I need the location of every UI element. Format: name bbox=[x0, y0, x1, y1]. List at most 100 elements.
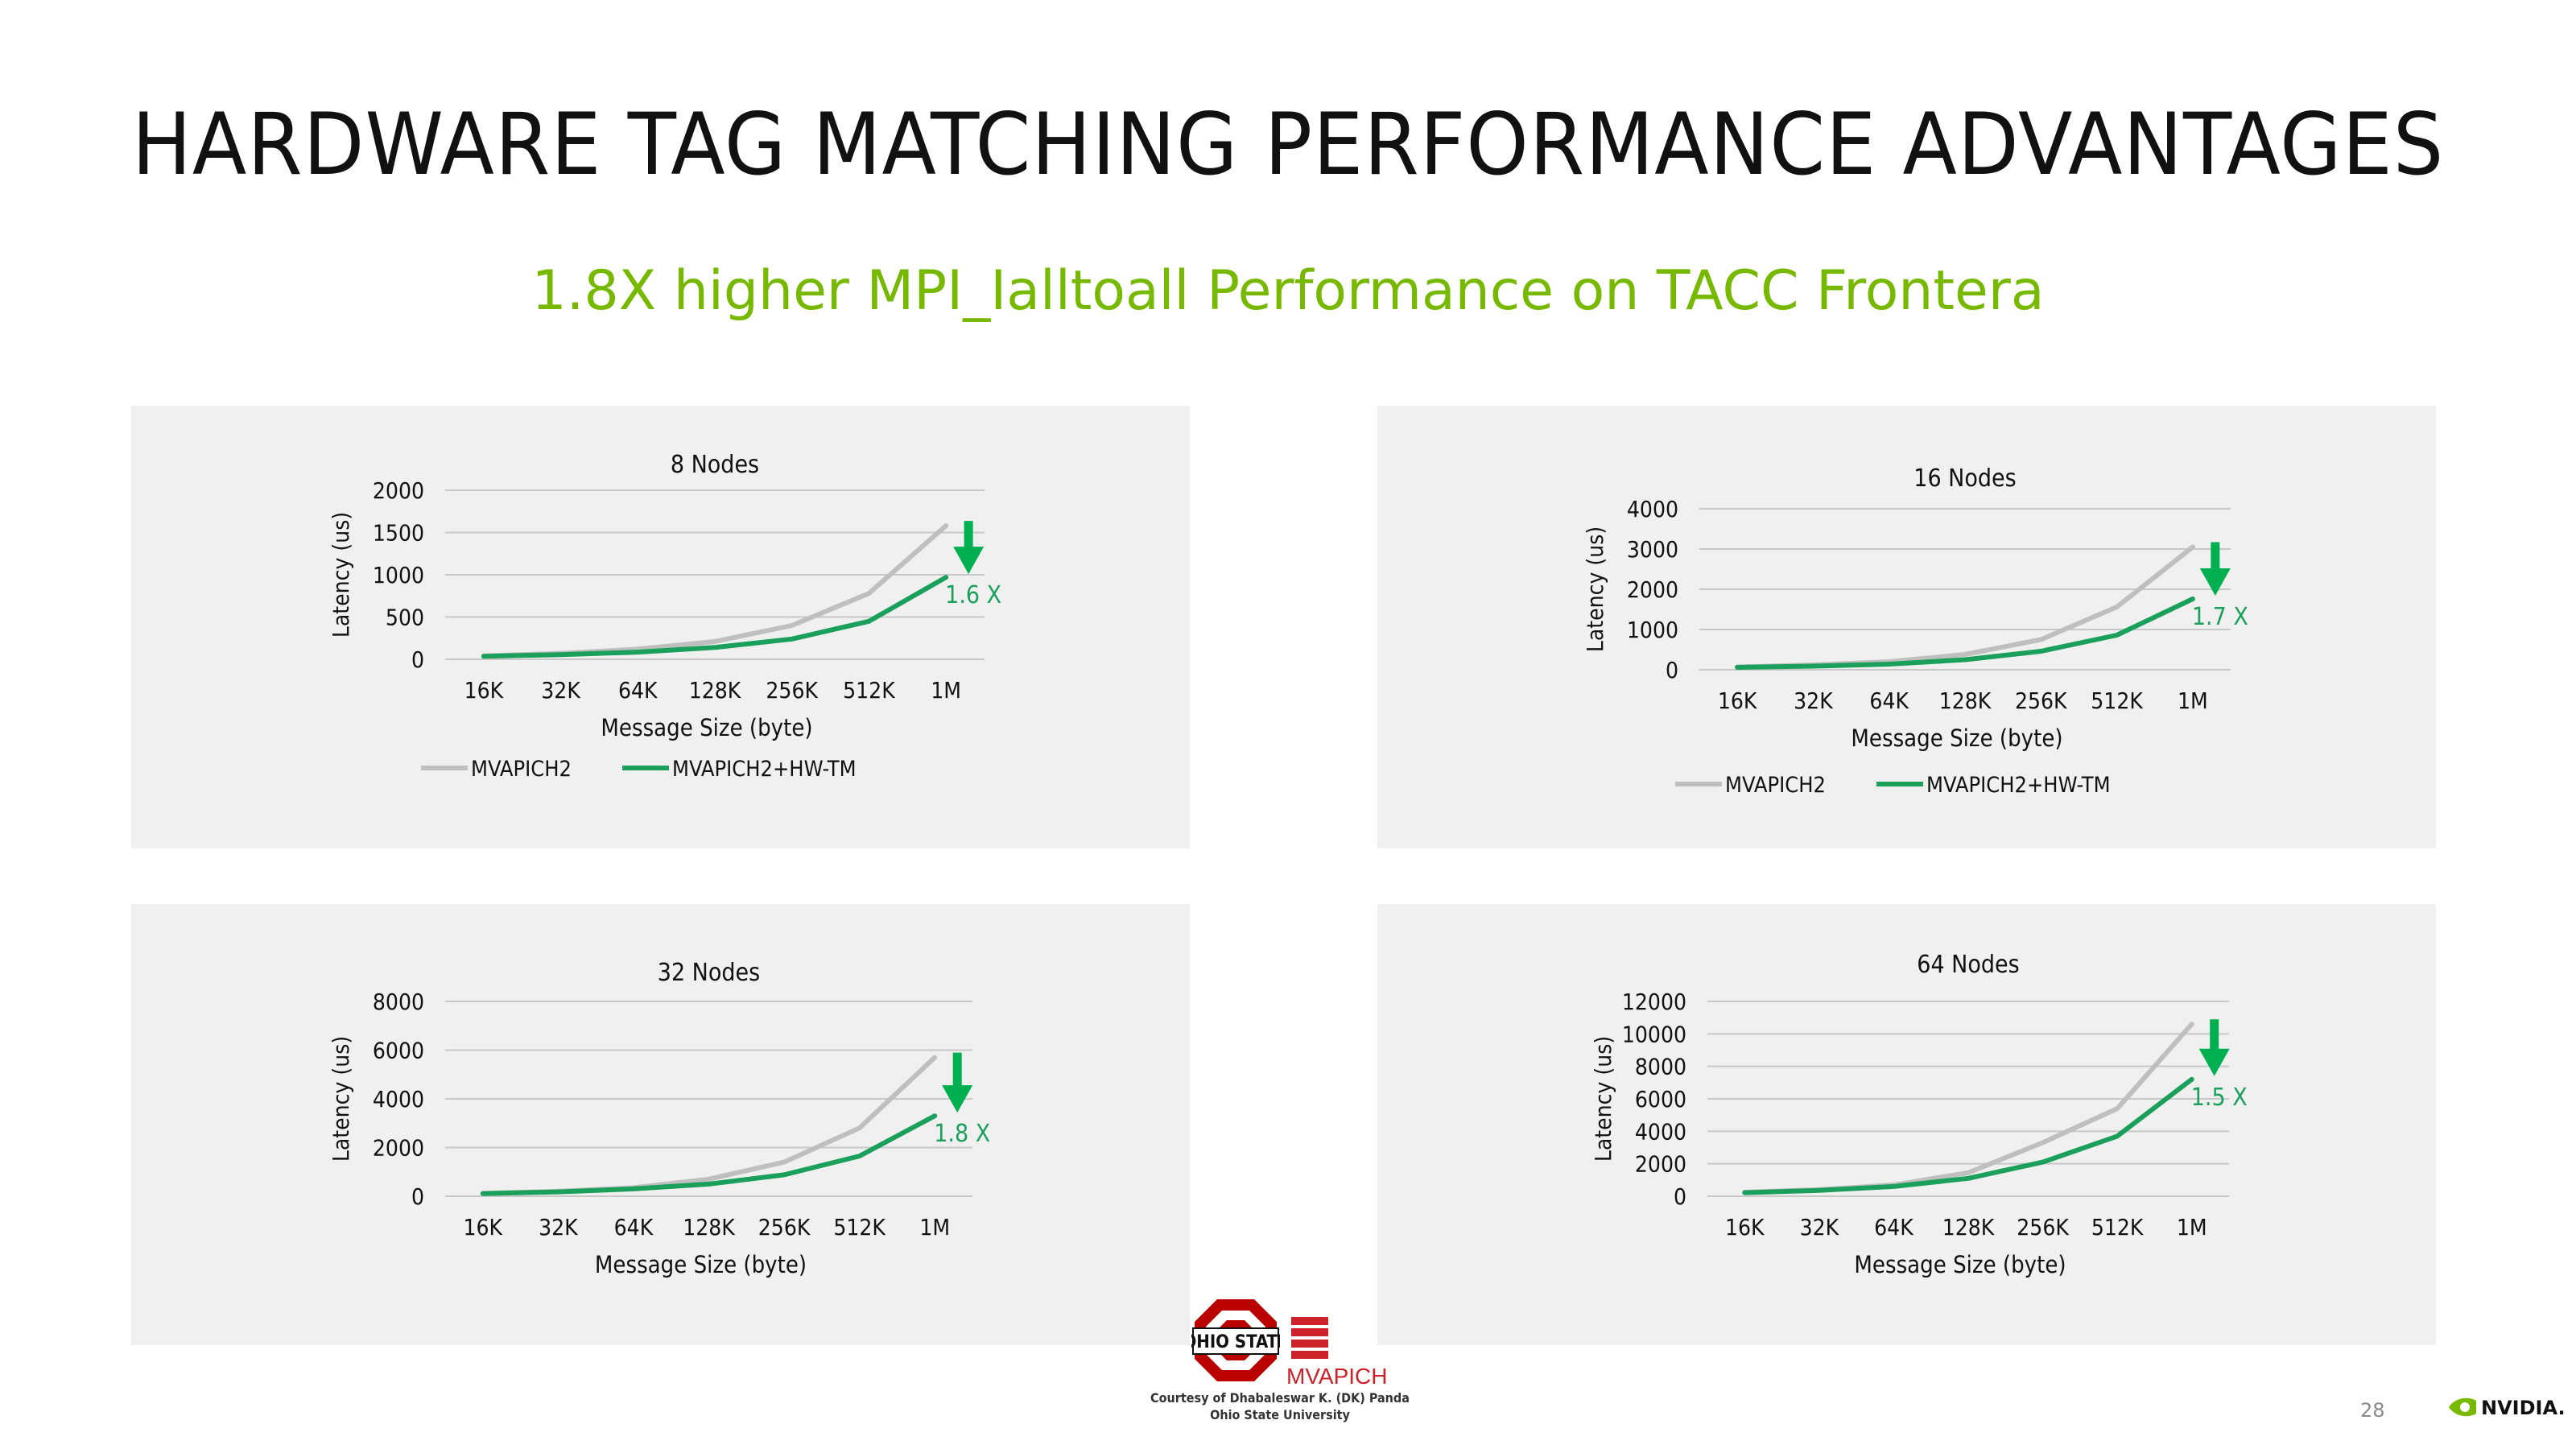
nvidia-logo: NVIDIA. bbox=[2449, 1397, 2565, 1419]
speedup-annotation: 1.6 X bbox=[945, 581, 1001, 609]
x-tick-label: 16K bbox=[464, 1214, 504, 1241]
y-tick-label: 6000 bbox=[373, 1038, 424, 1064]
x-tick-label: 512K bbox=[843, 677, 896, 704]
credit-line-2: Ohio State University bbox=[1210, 1407, 1350, 1422]
x-tick-label: 512K bbox=[2091, 1214, 2145, 1241]
x-tick-label: 32K bbox=[541, 677, 581, 704]
mvapich-logo bbox=[1291, 1317, 1328, 1359]
x-tick-label: 1M bbox=[931, 677, 961, 704]
x-axis-label: Message Size (byte) bbox=[1854, 1251, 2066, 1278]
chart-panel-32-nodes: 32 Nodes 0 2000 4000 6000 8000 16K 32K 64K 128K 25… bbox=[131, 904, 1190, 1345]
chart-panel-64-nodes: 64 Nodes 0 2000 4000 6000 8000 10000 12000 16K 32… bbox=[1377, 904, 2436, 1345]
y-axis-label: Latency (us) bbox=[328, 1036, 354, 1162]
y-tick-label: 0 bbox=[411, 1183, 424, 1210]
y-tick-label: 4000 bbox=[373, 1086, 424, 1113]
x-tick-label: 64K bbox=[1869, 687, 1909, 714]
legend-label: MVAPICH2 bbox=[1725, 773, 1826, 798]
reduction-arrow-icon bbox=[2198, 1019, 2230, 1076]
x-tick-label: 256K bbox=[2015, 687, 2068, 714]
y-tick-label: 1000 bbox=[373, 562, 424, 588]
x-tick-label: 256K bbox=[766, 677, 819, 704]
y-tick-label: 2000 bbox=[1627, 576, 1678, 603]
x-axis-label: Message Size (byte) bbox=[595, 1251, 807, 1278]
x-tick-label: 128K bbox=[683, 1214, 736, 1241]
arrow-head bbox=[2199, 568, 2231, 596]
reduction-arrow-icon bbox=[953, 521, 985, 575]
ohio-state-logo: OHIO STATE bbox=[1191, 1299, 1280, 1381]
x-tick-label: 64K bbox=[614, 1214, 654, 1241]
y-axis-label: Latency (us) bbox=[1582, 526, 1608, 652]
series-line-hw-tm bbox=[1742, 1076, 2194, 1195]
chart-title: 64 Nodes bbox=[1917, 951, 2019, 979]
series-line-mvapich2 bbox=[1742, 1022, 2194, 1195]
x-tick-label: 512K bbox=[833, 1214, 886, 1241]
credit-line-1: Courtesy of Dhabaleswar K. (DK) Panda bbox=[1150, 1390, 1410, 1406]
series-line-mvapich2 bbox=[480, 1055, 938, 1196]
speedup-annotation: 1.7 X bbox=[2192, 603, 2248, 631]
series-line-mvapich2 bbox=[481, 523, 949, 658]
y-tick-label: 8000 bbox=[373, 989, 424, 1015]
x-tick-label: 256K bbox=[2017, 1214, 2070, 1241]
speedup-annotation: 1.8 X bbox=[934, 1120, 990, 1148]
y-tick-label: 2000 bbox=[1635, 1151, 1686, 1178]
y-tick-label: 1000 bbox=[1627, 617, 1678, 643]
x-tick-label: 256K bbox=[758, 1214, 811, 1241]
reduction-arrow-icon bbox=[942, 1052, 973, 1113]
x-tick-label: 32K bbox=[1794, 687, 1834, 714]
y-tick-label: 0 bbox=[411, 646, 424, 673]
y-tick-label: 3000 bbox=[1627, 536, 1678, 563]
speedup-annotation: 1.5 X bbox=[2191, 1084, 2248, 1112]
chart-panel-8-nodes: 8 Nodes 0 500 1000 1500 2000 16K 32K 64K 128K 256K… bbox=[131, 406, 1190, 848]
arrow-head bbox=[953, 547, 985, 575]
chart-title: 16 Nodes bbox=[1913, 464, 2016, 493]
reduction-arrow-icon bbox=[2199, 542, 2231, 596]
y-axis-label: Latency (us) bbox=[328, 512, 354, 638]
x-tick-label: 16K bbox=[1718, 687, 1758, 714]
chart-16-nodes-svg: 16 Nodes 0 1000 2000 3000 4000 16K 32K 64K 128K 25… bbox=[1582, 464, 2248, 798]
y-tick-label: 6000 bbox=[1635, 1086, 1686, 1113]
chart-64-nodes-svg: 64 Nodes 0 2000 4000 6000 8000 10000 12000 16K 32… bbox=[1590, 951, 2248, 1278]
chart-title: 8 Nodes bbox=[671, 451, 759, 479]
legend-label: MVAPICH2+HW-TM bbox=[1926, 773, 2111, 798]
x-tick-label: 128K bbox=[689, 677, 742, 704]
legend-label: MVAPICH2 bbox=[471, 757, 572, 782]
y-tick-label: 12000 bbox=[1622, 989, 1686, 1015]
y-tick-label: 2000 bbox=[373, 1135, 424, 1162]
series-line-mvapich2 bbox=[1735, 544, 2195, 670]
y-tick-label: 1500 bbox=[373, 520, 424, 547]
x-tick-label: 1M bbox=[2177, 1214, 2207, 1241]
y-tick-label: 8000 bbox=[1635, 1054, 1686, 1080]
x-tick-label: 1M bbox=[2178, 687, 2208, 714]
x-tick-label: 64K bbox=[1874, 1214, 1914, 1241]
y-tick-label: 500 bbox=[386, 605, 424, 631]
x-tick-label: 16K bbox=[464, 677, 505, 704]
arrow-head bbox=[942, 1085, 973, 1113]
x-axis-label: Message Size (byte) bbox=[601, 714, 812, 741]
credit-text: Courtesy of Dhabaleswar K. (DK) Panda Oh… bbox=[1143, 1389, 1417, 1423]
arrow-head bbox=[2198, 1048, 2230, 1076]
y-tick-label: 4000 bbox=[1635, 1118, 1686, 1145]
x-tick-label: 32K bbox=[539, 1214, 579, 1241]
x-tick-label: 32K bbox=[1800, 1214, 1840, 1241]
legend-label: MVAPICH2+HW-TM bbox=[672, 757, 857, 782]
series-line-hw-tm bbox=[1735, 597, 2195, 670]
y-tick-label: 4000 bbox=[1627, 496, 1678, 522]
x-tick-label: 16K bbox=[1725, 1214, 1765, 1241]
y-tick-label: 0 bbox=[1666, 657, 1678, 683]
series-line-hw-tm bbox=[480, 1113, 938, 1196]
page-number: 28 bbox=[2360, 1399, 2385, 1422]
x-tick-label: 64K bbox=[618, 677, 658, 704]
y-tick-label: 0 bbox=[1674, 1183, 1686, 1210]
slide-subtitle: 1.8X higher MPI_Ialltoall Performance on… bbox=[531, 259, 2045, 323]
chart-32-nodes-svg: 32 Nodes 0 2000 4000 6000 8000 16K 32K 64K 128K 25… bbox=[328, 959, 990, 1278]
x-tick-label: 512K bbox=[2091, 687, 2144, 714]
y-tick-label: 10000 bbox=[1622, 1021, 1686, 1047]
chart-panel-16-nodes: 16 Nodes 0 1000 2000 3000 4000 16K 32K 64K 128K 25… bbox=[1377, 406, 2436, 848]
x-tick-label: 128K bbox=[1939, 687, 1992, 714]
mvapich-logo-text: MVAPICH bbox=[1286, 1364, 1388, 1389]
y-axis-label: Latency (us) bbox=[1590, 1036, 1616, 1162]
nvidia-logo-text: NVIDIA. bbox=[2481, 1397, 2565, 1419]
y-tick-label: 2000 bbox=[373, 477, 424, 504]
chart-title: 32 Nodes bbox=[658, 959, 760, 987]
x-tick-label: 1M bbox=[919, 1214, 950, 1241]
